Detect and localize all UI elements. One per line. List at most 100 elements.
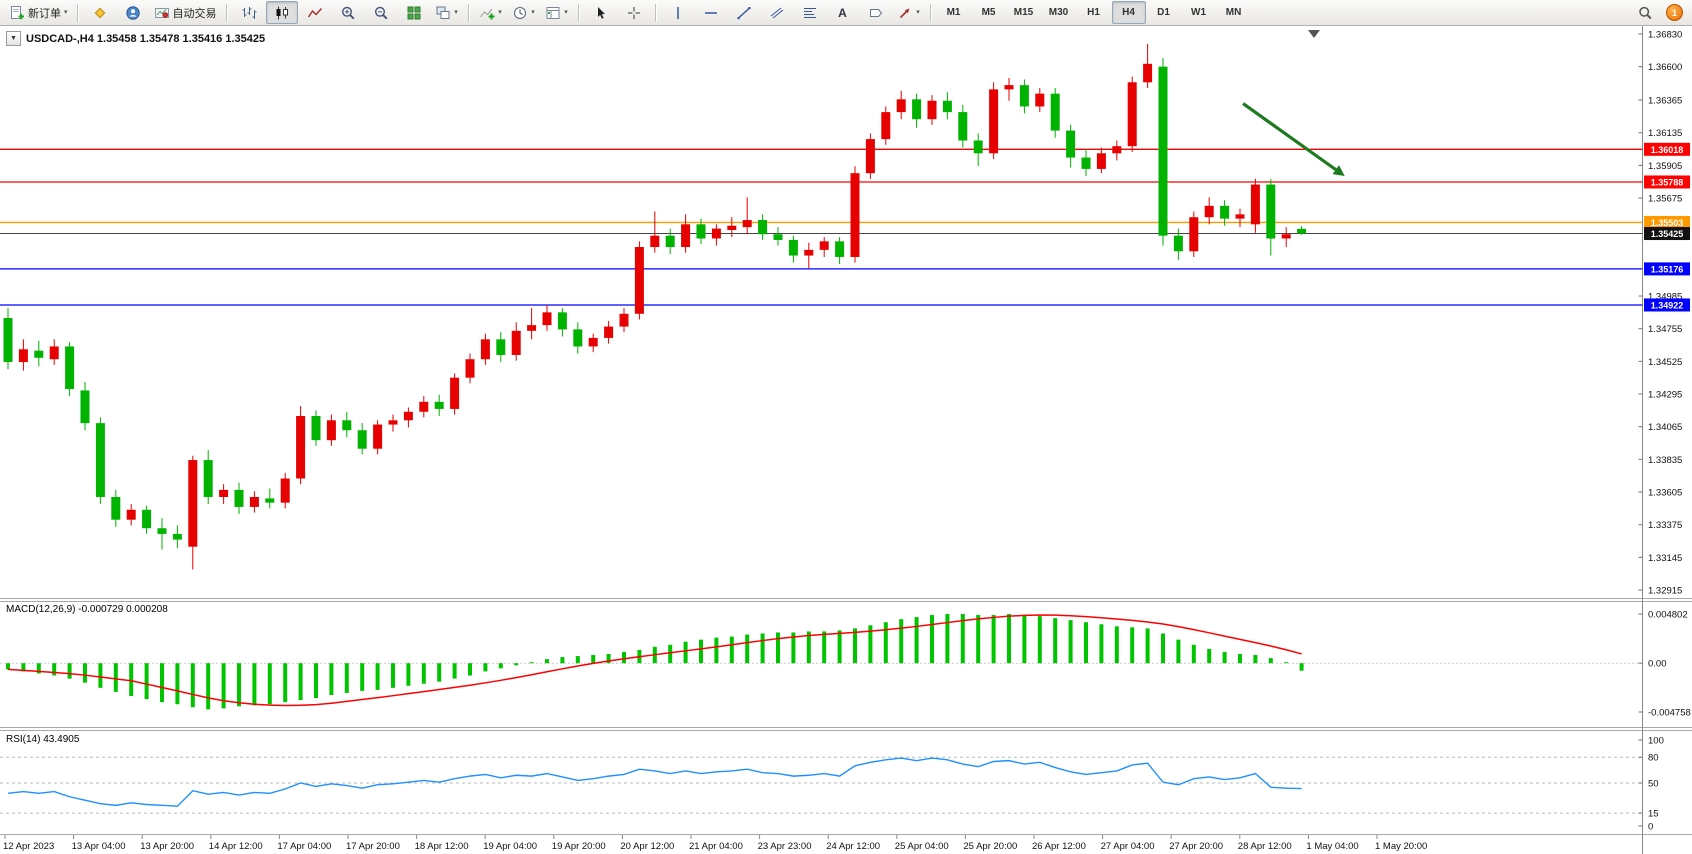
toolbar: 新订单 ▾ 自动交易 [0,0,1692,26]
chevron-down-icon: ▾ [64,9,68,16]
timeframe-M5[interactable]: M5 [981,7,996,18]
svg-text:1.36018: 1.36018 [1651,145,1684,155]
notification-badge[interactable]: 1 [1666,4,1683,21]
metaeditor-diamond-icon [94,7,105,18]
svg-text:1.34525: 1.34525 [1648,357,1682,368]
chart-shift-marker[interactable] [1308,30,1320,38]
svg-text:26 Apr 12:00: 26 Apr 12:00 [1032,841,1086,852]
svg-text:1 May 20:00: 1 May 20:00 [1375,841,1427,852]
svg-text:1.36135: 1.36135 [1648,128,1682,139]
arrow-annotation[interactable] [1242,102,1345,177]
arrow-tool-icon [900,8,910,18]
timeframe-H1[interactable]: H1 [1087,7,1100,18]
svg-text:25 Apr 04:00: 25 Apr 04:00 [895,841,949,852]
svg-text:23 Apr 23:00: 23 Apr 23:00 [758,841,812,852]
trendline-tool-button[interactable] [728,1,760,24]
arrows-tool-button[interactable]: ▾ [893,1,925,24]
text-tool-button[interactable]: A [827,1,859,24]
timeframe-M30[interactable]: M30 [1048,7,1069,18]
chart-title-bar: ▼ USDCAD-,H4 1.35458 1.35478 1.35416 1.3… [6,31,265,46]
tile-windows-button[interactable] [398,1,430,24]
horizontal-line-icon [704,11,717,14]
svg-text:0.00: 0.00 [1648,659,1667,670]
timeframe-H4[interactable]: H4 [1111,1,1146,24]
autotrading-icon [154,7,169,18]
one-click-trading-button[interactable]: ▼ [6,31,21,46]
vertical-line-tool-button[interactable] [662,1,694,24]
zoom-in-button[interactable] [332,1,364,24]
autotrading-label: 自动交易 [172,7,217,20]
horizontal-line-tool-button[interactable] [695,1,727,24]
template-icon [546,6,560,19]
indicators-icon [480,8,495,19]
indicators-button[interactable]: ▾ [475,1,507,24]
svg-text:27 Apr 20:00: 27 Apr 20:00 [1169,841,1223,852]
candlestick-chart-button[interactable] [265,1,298,24]
candles [3,43,1307,570]
svg-text:17 Apr 04:00: 17 Apr 04:00 [277,841,331,852]
svg-text:21 Apr 04:00: 21 Apr 04:00 [689,841,743,852]
search-button[interactable] [1629,1,1661,24]
svg-text:1.35905: 1.35905 [1648,161,1682,172]
new-order-label: 新订单 [28,7,61,20]
timeframe-W1[interactable]: W1 [1191,7,1207,18]
rsi-pane: 100 80 50 15 0 [0,736,1664,833]
vertical-line-icon [676,6,679,19]
pane-borders [0,26,1692,854]
svg-text:1 May 04:00: 1 May 04:00 [1306,841,1358,852]
svg-text:19 Apr 04:00: 19 Apr 04:00 [483,841,537,852]
metaeditor-button[interactable] [84,1,116,24]
svg-text:12 Apr 2023: 12 Apr 2023 [3,841,54,852]
label-tool-button[interactable] [860,1,892,24]
svg-text:-0.004758: -0.004758 [1648,708,1691,719]
cascade-windows-button[interactable]: ▾ [431,1,463,24]
text-tool-icon: A [838,5,847,20]
periods-button[interactable]: ▾ [508,1,540,24]
svg-text:1.36365: 1.36365 [1648,96,1682,107]
crosshair-icon [627,6,640,19]
svg-text:1.33605: 1.33605 [1648,488,1682,499]
svg-text:80: 80 [1648,753,1659,764]
toolbar-separator [577,3,580,22]
svg-text:1.35503: 1.35503 [1651,218,1684,228]
svg-text:24 Apr 12:00: 24 Apr 12:00 [826,841,880,852]
macd-histogram [6,614,1304,710]
community-button[interactable] [117,1,149,24]
zoom-out-button[interactable] [365,1,397,24]
svg-text:1.36830: 1.36830 [1648,30,1682,41]
bid-line: 1.35425 [0,227,1690,241]
svg-text:25 Apr 20:00: 25 Apr 20:00 [963,841,1017,852]
timeframe-M15[interactable]: M15 [1013,7,1034,18]
fibonacci-tool-button[interactable] [794,1,826,24]
crosshair-button[interactable] [618,1,650,24]
cursor-button[interactable] [585,1,617,24]
svg-text:18 Apr 12:00: 18 Apr 12:00 [415,841,469,852]
svg-text:17 Apr 20:00: 17 Apr 20:00 [346,841,400,852]
new-order-button[interactable]: 新订单 ▾ [5,1,72,24]
toolbar-separator [467,3,470,22]
svg-text:1.34755: 1.34755 [1648,324,1682,335]
svg-text:0.004802: 0.004802 [1648,610,1688,621]
bar-chart-button[interactable] [233,1,265,24]
svg-text:15: 15 [1648,809,1659,820]
autotrading-button[interactable]: 自动交易 [150,1,221,24]
svg-text:1.35788: 1.35788 [1651,177,1684,187]
macd-pane: 0.004802 0.00 -0.004758 [0,610,1691,719]
svg-text:13 Apr 04:00: 13 Apr 04:00 [72,841,126,852]
timeframe-toolbar: M1 M5 M15 M30 H1 H4 D1 W1 MN [937,1,1251,24]
timeframe-MN[interactable]: MN [1225,7,1242,18]
hline-objects[interactable]: 1.36018 1.35788 1.35503 1.35176 1.34922 [0,142,1690,312]
line-chart-button[interactable] [299,1,331,24]
timeframe-D1[interactable]: D1 [1157,7,1170,18]
channel-tool-button[interactable] [761,1,793,24]
chevron-down-icon: ▾ [916,9,920,16]
svg-text:1.36600: 1.36600 [1648,62,1682,73]
templates-button[interactable]: ▾ [541,1,573,24]
svg-text:1.35425: 1.35425 [1651,229,1684,239]
svg-text:100: 100 [1648,736,1664,747]
timeframe-M1[interactable]: M1 [946,7,961,18]
line-chart-icon [307,7,322,17]
bar-chart-icon [242,6,257,19]
svg-text:1.34922: 1.34922 [1651,300,1684,310]
